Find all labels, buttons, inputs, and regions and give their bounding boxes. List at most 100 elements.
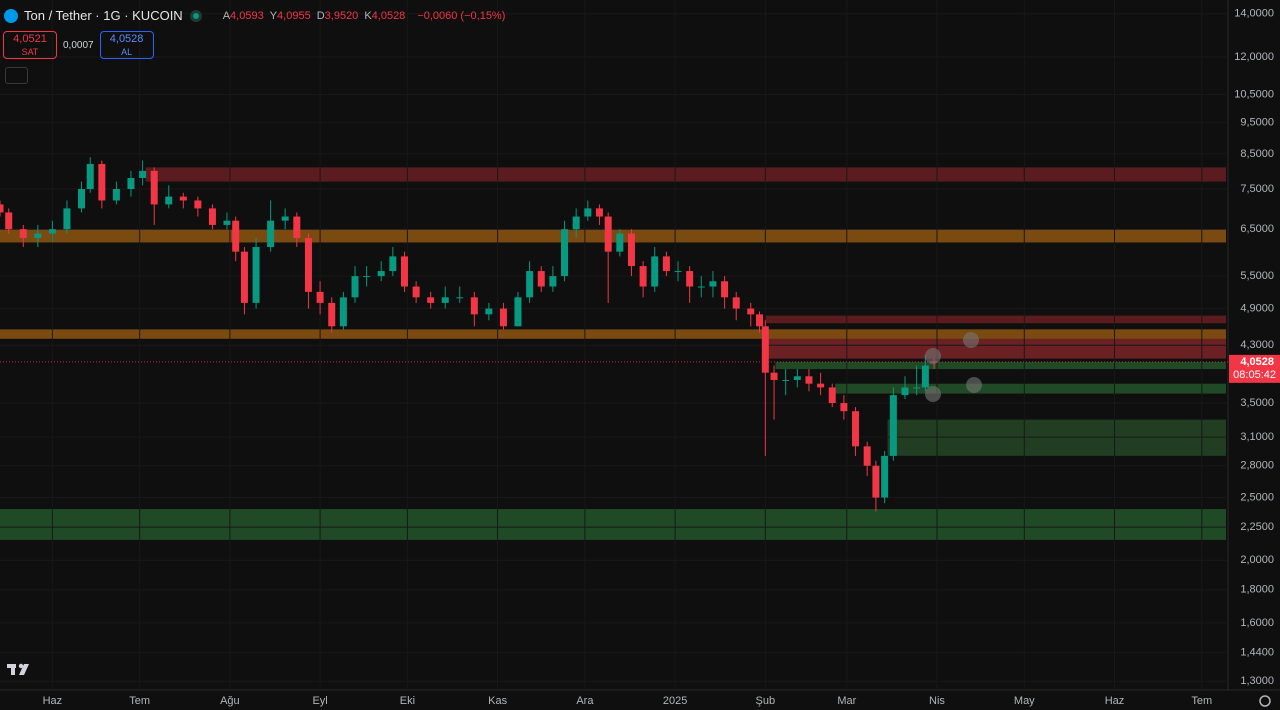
y-tick-label: 2,0000: [1240, 554, 1274, 566]
candle-body: [584, 208, 592, 217]
y-tick-label: 7,5000: [1240, 183, 1274, 195]
zone: [775, 362, 1226, 370]
symbol-icon: [4, 8, 18, 23]
candle-body: [0, 204, 4, 213]
candle-body: [805, 376, 813, 384]
y-tick-label: 10,5000: [1234, 88, 1274, 100]
candle-body: [98, 163, 106, 201]
y-tick-label: 12,0000: [1234, 51, 1274, 63]
candle-body: [721, 281, 729, 298]
candle-body: [19, 229, 27, 238]
drawing-handle[interactable]: [925, 348, 941, 364]
x-tick-label: Haz: [1105, 695, 1125, 707]
candle-body: [223, 220, 231, 225]
candle-body: [48, 229, 56, 234]
y-tick-label: 8,5000: [1240, 148, 1274, 160]
candle-body: [872, 465, 880, 498]
y-tick-label: 2,2500: [1240, 521, 1274, 533]
candle-body: [595, 208, 603, 217]
y-tick-label: 1,8000: [1240, 584, 1274, 596]
ohlc-key: A: [222, 9, 231, 22]
candle-body: [208, 208, 216, 225]
candle-body: [755, 314, 763, 327]
ohlc-value: 3,9520: [324, 9, 359, 22]
sell-button[interactable]: 4,0521 SAT: [3, 31, 57, 59]
trade-panel: 4,0521 SAT 0,0007 4,0528 AL: [3, 31, 154, 59]
candle-body: [328, 302, 336, 327]
candle-body: [377, 271, 385, 277]
collapse-button[interactable]: [5, 67, 28, 84]
candle-body: [150, 170, 158, 205]
header: Ton / Tether · 1G · KUCOIN A4,0593 Y4,095…: [4, 8, 505, 23]
buy-button[interactable]: 4,0528 AL: [99, 31, 154, 59]
x-tick-label: Tem: [129, 695, 150, 707]
candle-body: [782, 379, 790, 381]
candle-body: [604, 216, 612, 252]
candle-body: [761, 326, 769, 373]
candle-body: [194, 200, 202, 209]
candle-body: [561, 229, 569, 277]
tv-logo: [7, 663, 29, 675]
candle-body: [339, 297, 347, 327]
buy-price: 4,0528: [109, 33, 144, 45]
ohlc: A4,0593 Y4,0955 D3,9520 K4,0528: [223, 10, 412, 22]
candle-body: [514, 297, 522, 327]
candle-body: [526, 271, 534, 298]
y-tick-label: 1,4400: [1240, 646, 1274, 658]
candle-body: [770, 372, 778, 380]
settings-icon[interactable]: [1259, 695, 1271, 707]
ohlc-key: Y: [269, 9, 278, 22]
candle-body: [889, 395, 897, 456]
last-price-label: 4,0528: [1240, 356, 1274, 368]
candle-body: [400, 256, 408, 287]
drawing-handle[interactable]: [963, 332, 979, 348]
x-tick-label: Ağu: [220, 695, 240, 707]
candle-body: [537, 271, 545, 287]
candle-body: [840, 403, 848, 412]
x-tick-label: Eki: [400, 695, 415, 707]
candle-body: [412, 286, 420, 298]
candle-body: [793, 376, 801, 380]
zone: [0, 509, 1226, 540]
ohlc-value: 4,0528: [371, 9, 406, 22]
drawing-handle[interactable]: [966, 377, 982, 393]
candle-body: [427, 297, 435, 303]
spread: 0,0007: [63, 39, 94, 51]
candle-body: [351, 276, 359, 298]
candle-body: [139, 170, 147, 178]
y-tick-label: 2,8000: [1240, 460, 1274, 472]
candle-body: [232, 220, 240, 252]
x-tick-label: May: [1014, 695, 1035, 707]
candle-body: [86, 163, 94, 190]
candle-body: [485, 308, 493, 315]
candle-body: [5, 212, 13, 230]
candle-body: [499, 308, 507, 327]
symbol: Ton / Tether · 1G · KUCOIN: [24, 8, 183, 23]
candle-body: [686, 271, 694, 287]
drawing-handle[interactable]: [925, 386, 941, 402]
candle-body: [863, 446, 871, 466]
y-tick-label: 4,3000: [1240, 339, 1274, 351]
candle-body: [549, 276, 557, 287]
candle-body: [293, 216, 301, 238]
zone: [835, 383, 1226, 394]
candle-body: [165, 196, 173, 205]
candle-body: [732, 297, 740, 309]
candle-body: [389, 256, 397, 272]
y-tick-label: 6,5000: [1240, 223, 1274, 235]
candle-body: [267, 220, 275, 248]
x-tick-label: Nis: [929, 695, 945, 707]
candle-body: [662, 256, 670, 272]
candle-body: [674, 271, 682, 273]
buy-label: AL: [121, 47, 133, 57]
y-tick-label: 5,5000: [1240, 270, 1274, 282]
sell-label: SAT: [21, 47, 39, 57]
candle-body: [179, 196, 187, 201]
zone: [887, 419, 1226, 456]
candle-body: [913, 387, 921, 389]
x-tick-label: Tem: [1191, 695, 1212, 707]
ohlc-value: 4,0593: [230, 9, 264, 22]
candle-body: [709, 281, 717, 287]
y-tick-label: 9,5000: [1240, 117, 1274, 129]
